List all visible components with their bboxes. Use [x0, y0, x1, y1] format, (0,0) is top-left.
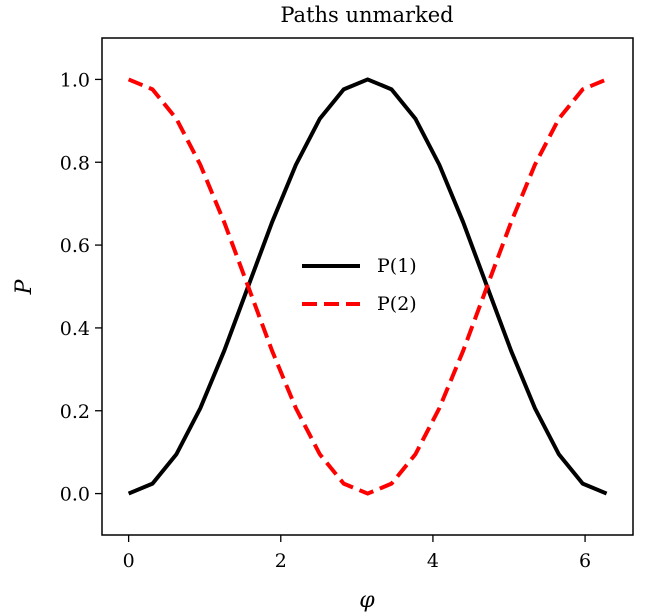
plot-frame	[101, 37, 634, 536]
y-axis-label: P	[12, 278, 37, 295]
x-axis: 0 2 4 6	[123, 535, 591, 572]
y-tick-label: 0.4	[60, 318, 90, 340]
plot-area	[127, 77, 608, 496]
x-tick-label: 4	[427, 550, 439, 572]
y-tick-label: 1.0	[60, 69, 90, 91]
x-tick-label: 0	[123, 550, 135, 572]
x-tick-label: 2	[275, 550, 287, 572]
legend: P(1) P(2)	[302, 255, 417, 315]
legend-label-p1: P(1)	[377, 255, 417, 277]
y-tick-label: 0.2	[60, 401, 90, 423]
y-axis: 0.0 0.2 0.4 0.6 0.8 1.0	[60, 69, 102, 506]
legend-label-p2: P(2)	[377, 293, 417, 315]
x-axis-label: φ	[359, 588, 375, 613]
series-line-2	[127, 77, 608, 496]
x-tick-label: 6	[579, 550, 591, 572]
y-tick-label: 0.8	[60, 152, 90, 174]
y-tick-label: 0.0	[60, 484, 90, 506]
chart-title: Paths unmarked	[280, 3, 453, 27]
series-line-1	[127, 77, 608, 496]
y-tick-label: 0.6	[60, 235, 90, 257]
